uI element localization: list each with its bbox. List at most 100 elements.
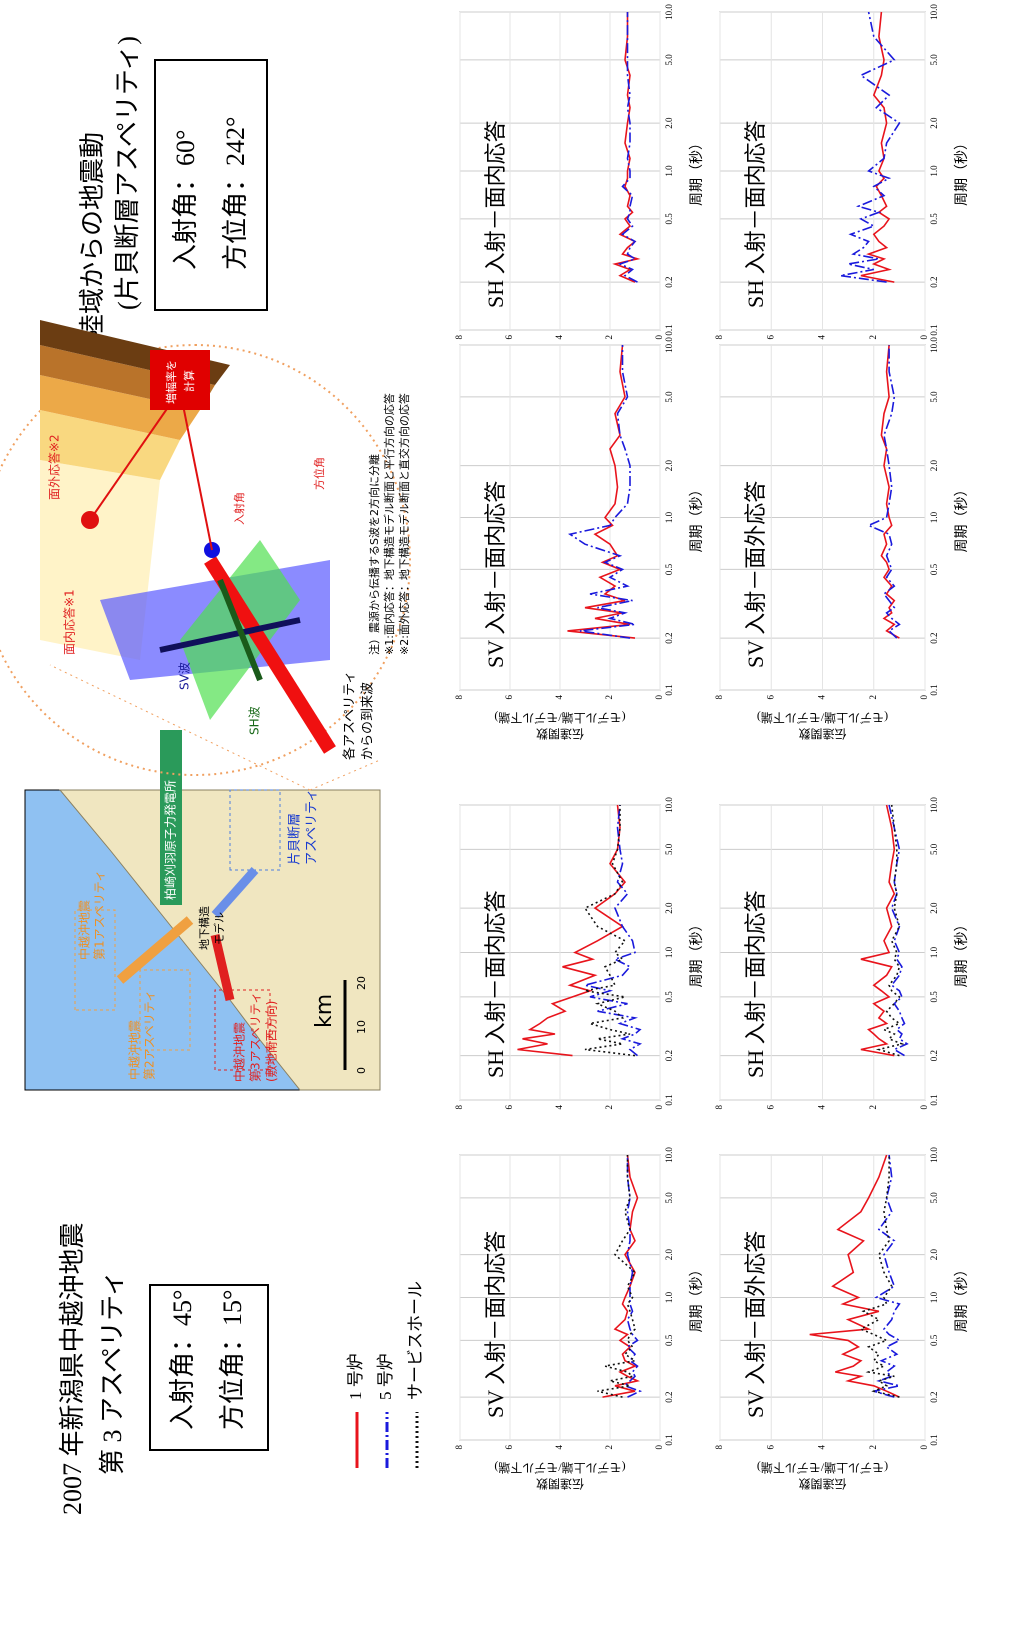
series-line [617,12,638,283]
x-axis-label: 周期（秒） [954,136,970,206]
x-axis-label: 周期（秒） [689,483,705,553]
series-line [597,1155,638,1398]
x-tick-label: 2.0 [664,902,674,914]
x-tick-label: 0.2 [664,277,674,288]
chart: 0.1 0.2 0.5 1.0 2.0 5.0 10.0 0 2 4 6 8 SH 入射－面内応答 周期（… [454,797,705,1110]
x-tick-label: 1.0 [664,946,674,958]
scale-tick-label: 20 [355,976,368,990]
series-line [623,1155,643,1398]
x-tick-label: 0.5 [664,563,674,575]
x-tick-label: 5.0 [664,1192,674,1204]
x-tick-label: 1.0 [664,1291,674,1303]
x-tick-label: 1.0 [929,946,939,958]
y-tick-label: 2 [868,1445,878,1450]
left-azimuth: 方位角：15° [218,1290,247,1430]
y-tick-label: 2 [604,1105,614,1110]
y-axis-label: 伝達関数 [536,1476,584,1491]
y-tick-label: 4 [554,695,564,700]
chart-title: SH 入射－面内応答 [743,890,768,1078]
x-tick-label: 0.1 [664,1094,674,1105]
chart: 0.1 0.2 0.5 1.0 2.0 5.0 10.0 0 2 4 6 8 SV 入射－面外応答 周期（… [714,1147,970,1492]
amplification-label: 増幅率を [164,360,178,404]
series-line [860,804,896,1057]
chart-title: SH 入射－面内応答 [483,890,508,1078]
x-tick-label: 0.1 [929,1094,939,1105]
y-tick-label: 4 [554,1445,564,1450]
y-tick-label: 2 [868,335,878,340]
sv-label: SV波 [178,662,192,690]
x-axis-label: 周期（秒） [954,1263,970,1333]
y-tick-label: 2 [604,335,614,340]
amplification-label: 計算 [182,370,196,392]
scale-unit: km [312,994,337,1028]
y-tick-label: 0 [654,335,664,340]
x-tick-label: 0.2 [929,1391,939,1402]
note: 注）震源から伝播するS波を2方向に分離 [367,454,381,655]
asperity2-label: 第2アスペリティ [143,990,157,1080]
x-tick-label: 5.0 [929,54,939,66]
amplification-box [150,350,210,410]
x-tick-label: 5.0 [929,391,939,403]
sh-label: SH波 [248,706,262,735]
x-tick-label: 0.1 [664,324,674,335]
x-tick-label: 0.5 [929,563,939,575]
y-tick-label: 0 [919,695,929,700]
x-tick-label: 5.0 [664,54,674,66]
chart: 0.1 0.2 0.5 1.0 2.0 5.0 10.0 0 2 4 6 8 SH 入射－面内応答 周期（… [714,797,970,1110]
y-tick-label: 6 [504,335,514,340]
y-tick-label: 6 [765,1445,775,1450]
diagram: 増幅率を 計算 面内応答※1 面外応答※2 入射角 方位角 SV波 SH波 各ア… [0,320,411,791]
left-incidence: 入射角：45° [168,1290,197,1430]
series-line [567,344,636,639]
x-tick-label: 10.0 [929,797,939,813]
x-tick-label: 0.5 [664,991,674,1003]
left-subtitle: 第 3 アスペリティ [98,1270,127,1475]
series-line [859,1155,900,1398]
y-tick-label: 8 [714,1105,724,1110]
y-tick-label: 8 [714,335,724,340]
x-axis-label: 周期（秒） [689,136,705,206]
x-tick-label: 1.0 [929,1291,939,1303]
x-tick-label: 0.2 [929,277,939,288]
x-tick-label: 0.2 [664,1050,674,1061]
x-tick-label: 2.0 [664,117,674,129]
x-tick-label: 0.5 [664,213,674,225]
x-tick-label: 5.0 [929,1192,939,1204]
katakai-arrow [211,867,259,918]
asperity1-zone [74,909,116,1011]
series-line [612,12,641,283]
chart-title: SV 入射－面内応答 [483,481,508,668]
x-tick-label: 5.0 [929,843,939,855]
y-axis-label: (モデル上端/モデル下端) [494,1460,625,1475]
x-tick-label: 2.0 [929,117,939,129]
y-axis-label: 伝達関数 [536,726,584,741]
left-title: 2007 年新潟県中越沖地震 [58,1222,87,1515]
asperity1-arrow [116,916,194,984]
x-tick-label: 0.1 [664,684,674,695]
x-tick-label: 1.0 [664,511,674,523]
x-tick-label: 0.2 [929,1050,939,1061]
sv-arrow [159,617,301,653]
y-tick-label: 2 [604,1445,614,1450]
series-line [809,1154,900,1398]
x-tick-label: 10.0 [929,337,939,353]
legend-label: サービスホール [406,1281,425,1400]
series-line [567,345,636,639]
x-tick-label: 2.0 [664,459,674,471]
model-label: 地下構造 [197,906,211,950]
y-tick-label: 6 [504,1105,514,1110]
in-plane-label: 面内応答※1 [62,589,77,655]
out-plane-label: 面外応答※2 [47,434,62,500]
y-tick-label: 8 [454,335,464,340]
chart-title: SV 入射－面外応答 [743,481,768,668]
series-line [888,804,909,1057]
zoom-line [309,759,381,791]
y-tick-label: 4 [817,1105,827,1110]
x-tick-label: 5.0 [664,391,674,403]
incident-arrow [204,556,336,754]
y-tick-label: 6 [504,1445,514,1450]
x-tick-label: 0.1 [929,684,939,695]
x-tick-label: 10.0 [664,797,674,813]
